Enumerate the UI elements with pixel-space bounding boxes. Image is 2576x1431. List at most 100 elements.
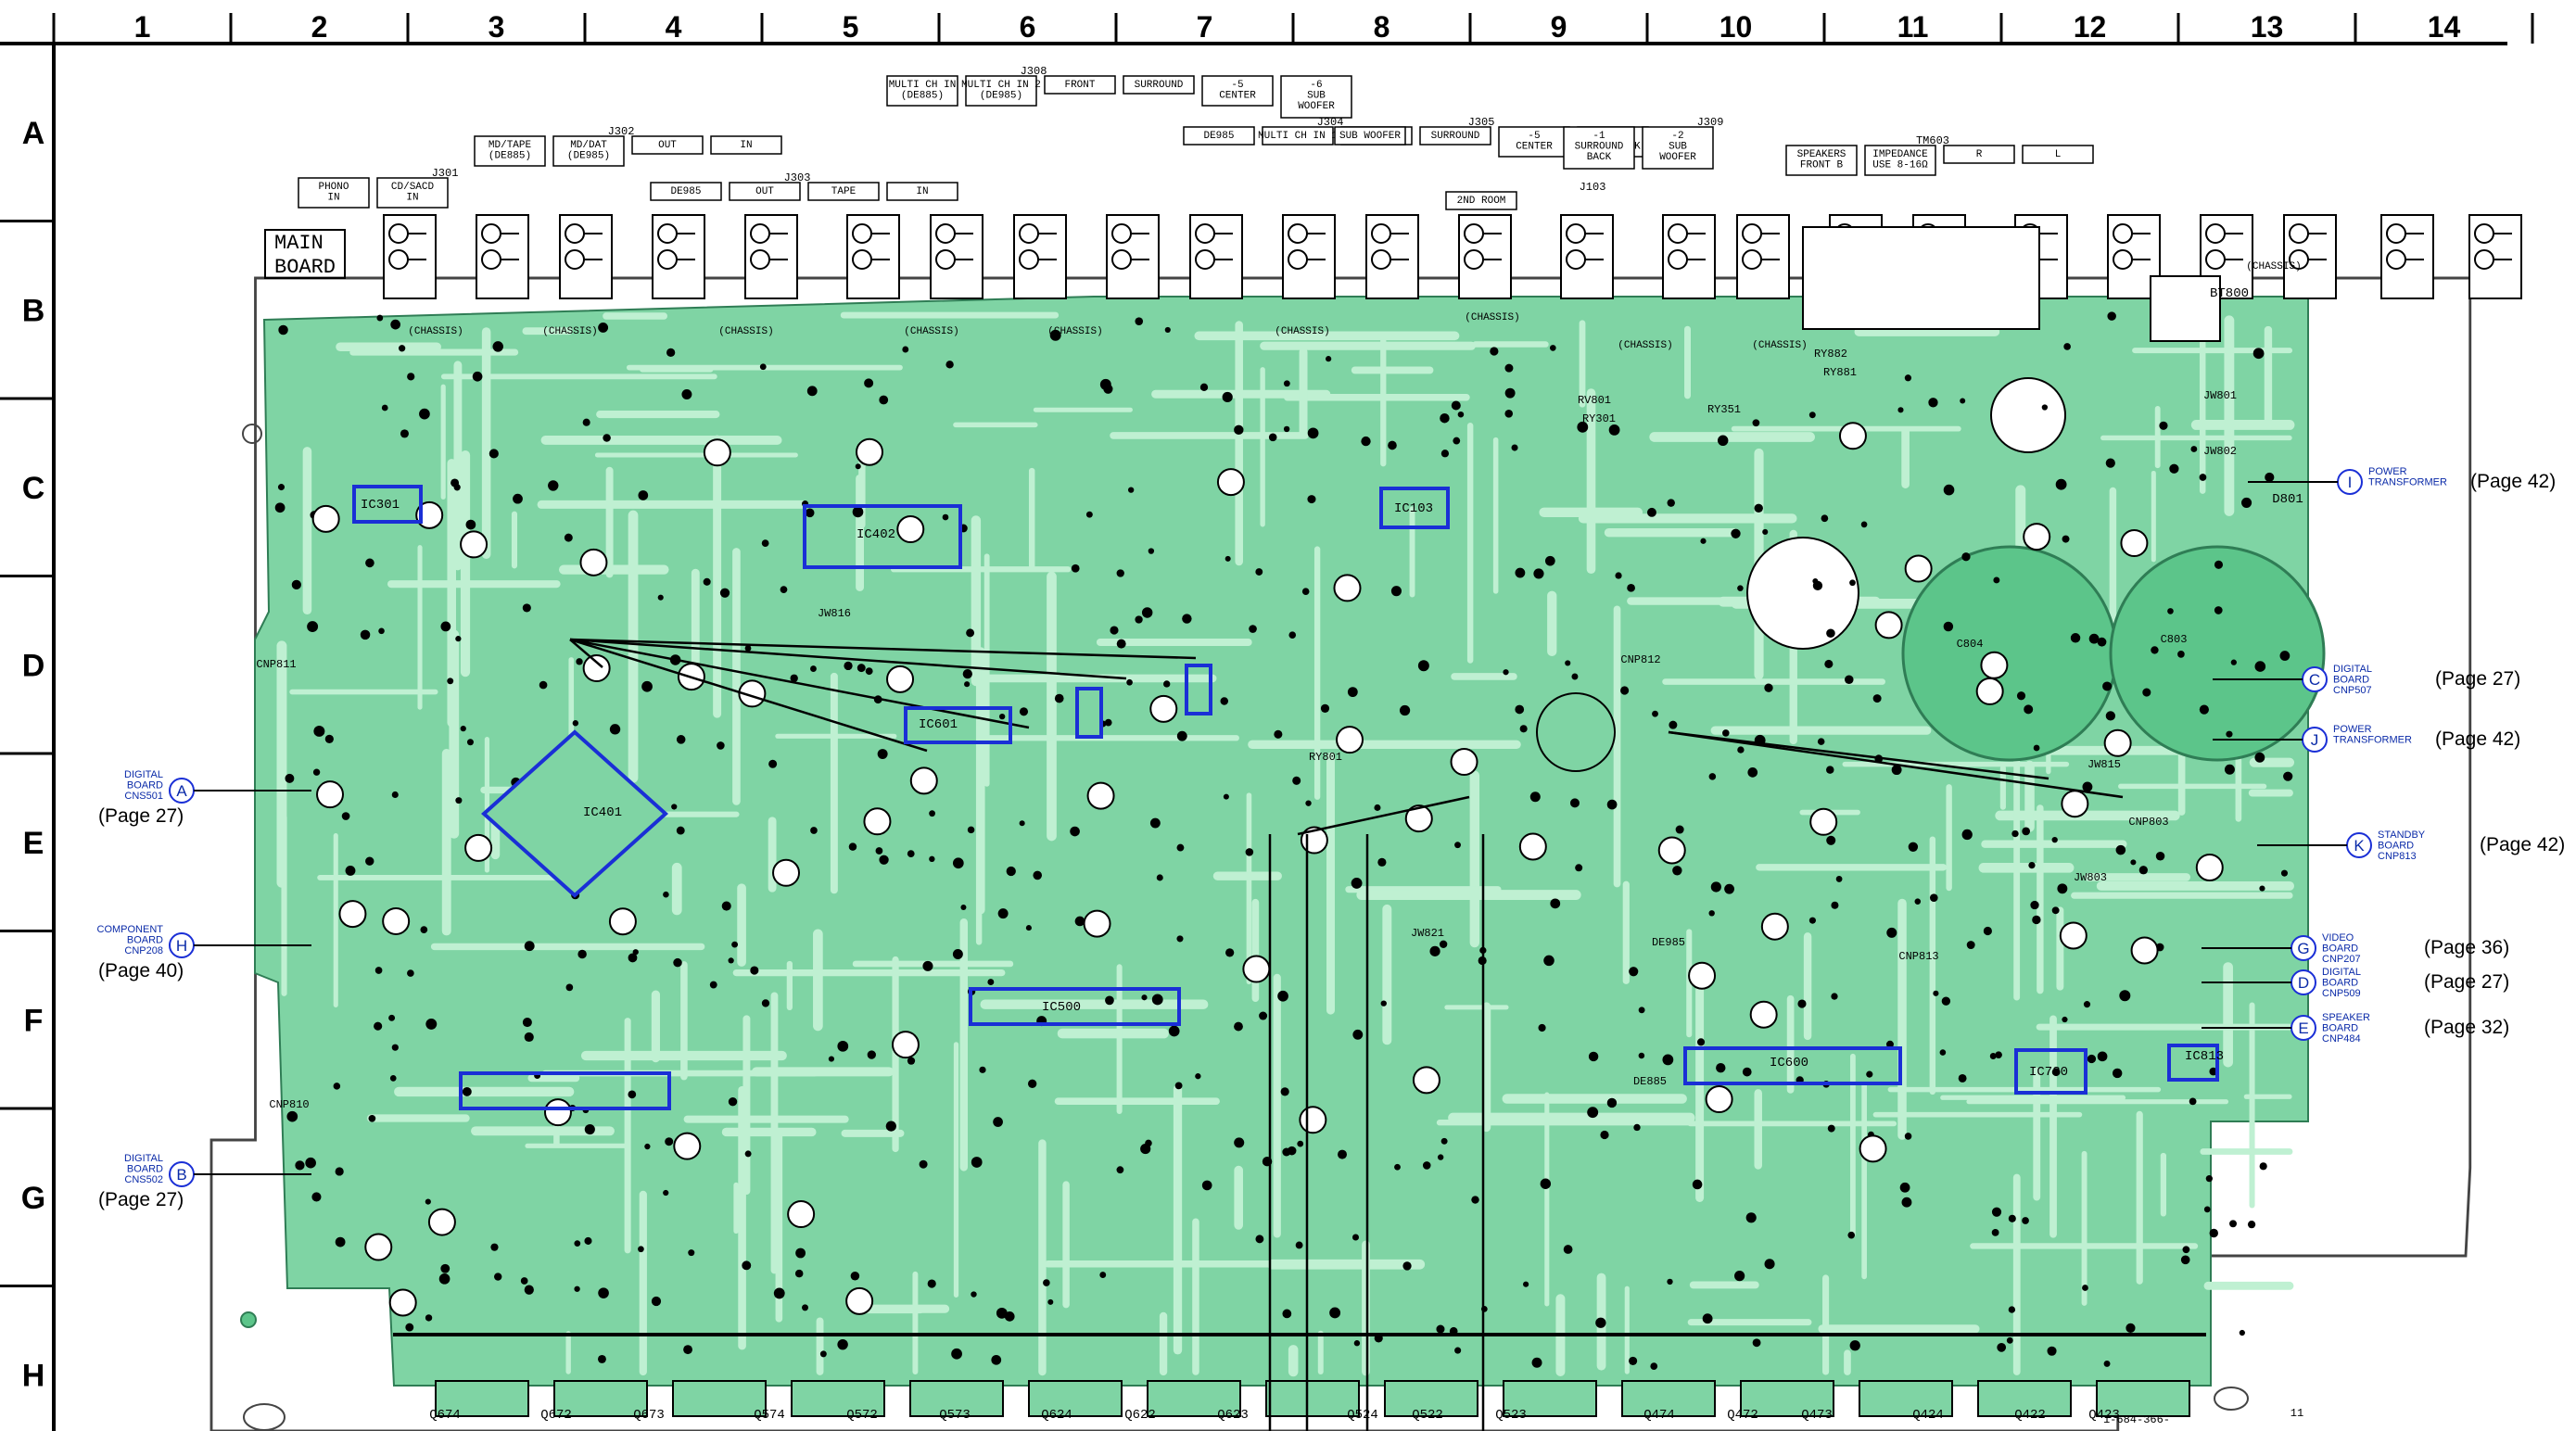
solder-pad [390,319,400,330]
solder-pad [1904,1133,1912,1140]
solder-pad [1282,1147,1291,1157]
solder-pad [1006,866,1016,877]
solder-pad [1225,948,1235,957]
solder-pad [1353,1340,1361,1347]
solder-pad [927,1279,936,1288]
solder-pad [1928,398,1938,408]
solder-pad [440,621,451,632]
solder-pad [671,804,678,810]
ref-label-q524: Q524 [1347,1408,1378,1423]
solder-pad [1960,398,1966,404]
solder-pad [1717,435,1729,447]
output-transistor [1028,1380,1123,1417]
solder-pad [1615,572,1622,579]
solder-pad [1141,994,1148,1001]
solder-pad [879,855,889,865]
solder-pad [2203,1206,2211,1213]
electrolytic-capacitor [1657,836,1686,865]
output-transistor [672,1380,767,1417]
solder-pad [1752,1338,1761,1348]
connector-label: CD/SACD IN [391,182,435,204]
cross-ref-letter: H [176,937,187,955]
solder-pad [1696,1038,1706,1046]
solder-pad [1280,1087,1289,1096]
solder-pad [564,533,573,542]
electrolytic-capacitor [909,766,938,795]
solder-pad [295,1160,305,1171]
cross-ref-name: DIGITAL BOARD CNS502 [124,1153,163,1185]
cross-ref-letter: D [2298,974,2309,992]
solder-pad [1538,1023,1546,1032]
solder-pad [577,949,587,959]
solder-pad [1454,1347,1462,1354]
connector-label: TAPE [831,186,857,197]
cross-ref-name: STANDBY BOARD CNP813 [2378,829,2426,862]
ref-label: JW801 [2203,389,2237,402]
cross-ref-name: VIDEO BOARD CNP207 [2322,932,2361,965]
electrolytic-capacitor [1299,1106,1327,1134]
connector-label: SURROUND [1135,80,1184,91]
solder-pad [2024,704,2034,715]
solder-pad [2254,752,2265,763]
board-title: MAIN BOARD [264,229,346,279]
solder-pad [1049,329,1061,341]
ref-label: CNP811 [256,658,296,671]
solder-pad [472,371,483,382]
solder-pad [1027,1079,1037,1089]
solder-pad [1908,842,1919,852]
cross-ref-letter: J [2311,731,2319,749]
solder-pad [997,908,1009,919]
solder-pad [1904,374,1912,382]
cross-ref-name: SPEAKER BOARD CNP484 [2322,1012,2370,1045]
electrolytic-capacitor [2059,921,2087,950]
solder-pad [1182,614,1192,624]
connector-label-box [376,177,449,209]
solder-pad [490,1243,499,1251]
solder-pad [2063,343,2071,350]
selector-switch [1536,692,1616,772]
solder-pad [2062,535,2070,543]
solder-pad [365,856,374,866]
electrolytic-capacitor [1688,961,1717,990]
connector-label: PHONO IN [318,182,349,204]
solder-pad [1860,521,1868,528]
solder-pad [919,1159,928,1169]
connector-label: MULTI CH IN 2 (DE985) [961,80,1041,102]
ref-label: RY881 [1823,366,1857,379]
solder-pad [1054,693,1064,703]
solder-pad [1993,576,2000,584]
rca-jack [1013,214,1067,299]
solder-pad [1234,1137,1245,1148]
electrolytic-capacitor [1333,574,1362,602]
connector-label: -1 SURROUND BACK [1575,131,1624,163]
solder-pad [584,1236,592,1245]
solder-pad [1638,1007,1645,1014]
ref-label-q572: Q572 [846,1408,878,1423]
solder-pad [837,1040,849,1052]
ref-label: JW802 [2203,445,2237,458]
solder-pad [1845,675,1854,685]
grid-frame [0,13,2534,1431]
solder-pad [1255,1235,1264,1244]
connector-ref: J304 [1317,116,1344,129]
column-label-1: 1 [134,10,151,44]
solder-pad [1220,697,1229,705]
solder-pad [1274,729,1283,739]
electrolytic-capacitor [464,833,493,862]
solder-pad [663,1189,669,1197]
solder-pad [1283,425,1290,433]
solder-pad [1292,776,1301,785]
connector-label-box [1183,126,1255,146]
column-label-11: 11 [1897,10,1929,44]
ref-label-q422: Q422 [2014,1408,2046,1423]
column-label-14: 14 [2428,10,2461,44]
column-label-12: 12 [2074,10,2107,44]
connector-label-box [1419,126,1491,146]
solder-pad [460,726,466,732]
solder-pad [879,395,889,405]
connector-group-j309: J309 -1 SURROUND BACK -2 SUB WOOFER [1563,116,1723,170]
ref-label: 1-684-366- [2103,1413,2170,1426]
solder-pad [632,949,639,956]
solder-pad [960,905,967,911]
solder-pad [750,966,759,975]
